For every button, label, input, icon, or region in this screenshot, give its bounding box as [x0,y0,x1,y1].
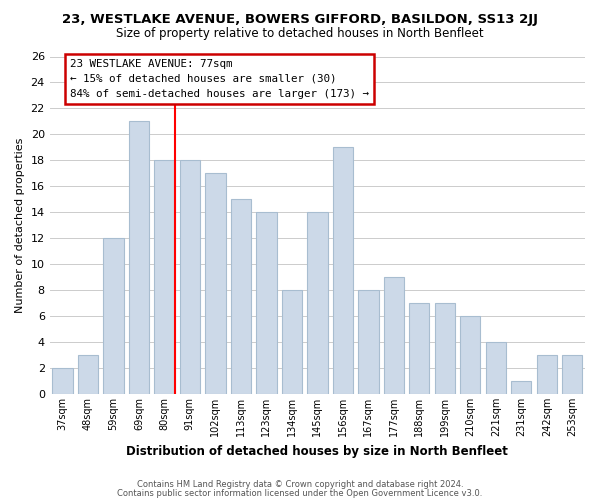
Text: Contains public sector information licensed under the Open Government Licence v3: Contains public sector information licen… [118,488,482,498]
X-axis label: Distribution of detached houses by size in North Benfleet: Distribution of detached houses by size … [127,444,508,458]
Bar [536,355,557,394]
Bar [409,303,430,394]
Bar [52,368,73,394]
Bar [307,212,328,394]
Bar [485,342,506,394]
Bar [230,200,251,394]
Bar [256,212,277,394]
Bar [358,290,379,394]
Bar [281,290,302,394]
Bar [562,355,583,394]
Bar [103,238,124,394]
Bar [205,174,226,394]
Text: Size of property relative to detached houses in North Benfleet: Size of property relative to detached ho… [116,28,484,40]
Bar [179,160,200,394]
Bar [511,381,532,394]
Bar [460,316,481,394]
Bar [128,122,149,394]
Bar [383,277,404,394]
Text: Contains HM Land Registry data © Crown copyright and database right 2024.: Contains HM Land Registry data © Crown c… [137,480,463,489]
Text: 23, WESTLAKE AVENUE, BOWERS GIFFORD, BASILDON, SS13 2JJ: 23, WESTLAKE AVENUE, BOWERS GIFFORD, BAS… [62,12,538,26]
Text: 23 WESTLAKE AVENUE: 77sqm
← 15% of detached houses are smaller (30)
84% of semi-: 23 WESTLAKE AVENUE: 77sqm ← 15% of detac… [70,59,369,98]
Bar [332,148,353,394]
Y-axis label: Number of detached properties: Number of detached properties [15,138,25,313]
Bar [154,160,175,394]
Bar [434,303,455,394]
Bar [78,355,98,394]
